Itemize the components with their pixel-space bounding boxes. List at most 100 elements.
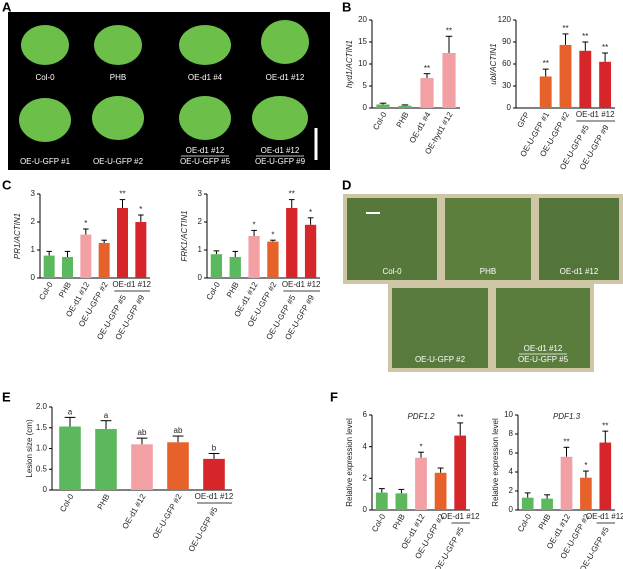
x-tick-label: PHB xyxy=(57,281,73,300)
bar xyxy=(304,224,317,278)
bar xyxy=(267,241,279,278)
significance: * xyxy=(253,221,256,230)
bar xyxy=(131,444,153,490)
photo-caption: OE-U-GFP #2 xyxy=(415,355,466,364)
y-tick-label: 20 xyxy=(358,15,367,24)
photo-caption: OE-d1 #12 xyxy=(186,146,225,155)
photo-caption: OE-d1 #4 xyxy=(188,73,223,82)
chart-title: PDF1.2 xyxy=(407,412,435,421)
bar xyxy=(95,428,117,490)
significance: ab xyxy=(138,428,147,437)
y-tick-label: 0 xyxy=(363,103,368,112)
y-tick-label: 5 xyxy=(363,81,368,90)
group-label: OE-d1 #12 xyxy=(112,280,151,289)
y-tick-label: 10 xyxy=(504,410,513,419)
significance: * xyxy=(584,461,587,470)
bar xyxy=(454,435,467,510)
significance: b xyxy=(212,444,217,453)
y-tick-label: 1 xyxy=(31,245,36,254)
x-tick-label: Col-0 xyxy=(37,280,55,302)
panel-label: B xyxy=(342,0,351,14)
y-tick-label: 0 xyxy=(363,505,368,514)
panel-label: C xyxy=(2,177,12,192)
y-tick-label: 4 xyxy=(363,442,368,451)
panel-label: E xyxy=(2,389,11,404)
x-tick-label: PHB xyxy=(391,513,407,532)
y-tick-label: 2 xyxy=(198,217,203,226)
y-axis-label: Relative expression level xyxy=(345,418,354,507)
y-tick-label: 120 xyxy=(498,15,512,24)
significance: ** xyxy=(582,32,588,41)
bar xyxy=(229,257,241,278)
x-tick-label: Col-0 xyxy=(371,110,389,132)
bar xyxy=(210,254,223,278)
significance: ** xyxy=(424,64,430,73)
panel-label: A xyxy=(2,0,12,14)
photo-caption: OE-d1 #12 xyxy=(261,146,300,155)
significance: ** xyxy=(289,190,295,199)
y-tick-label: 6 xyxy=(509,448,514,457)
significance: a xyxy=(68,407,73,416)
y-tick-label: 3 xyxy=(198,189,203,198)
photo-caption: OE-d1 #12 xyxy=(560,267,599,276)
photo-caption: OE-U-GFP #5 xyxy=(518,355,569,364)
x-tick-label: OE-U-GFP #5 xyxy=(433,525,466,569)
panel-label: F xyxy=(330,389,338,404)
y-tick-label: 6 xyxy=(363,410,368,419)
y-tick-label: 3 xyxy=(31,189,36,198)
bar xyxy=(98,243,110,278)
photo-caption: PHB xyxy=(480,267,496,276)
x-tick-label: OE-U-GFP #2 xyxy=(151,492,184,540)
bar xyxy=(59,426,81,490)
photo-d xyxy=(343,194,623,372)
bar xyxy=(286,208,298,278)
y-axis-label: Relative expression level xyxy=(491,418,500,507)
bar xyxy=(62,257,73,278)
x-tick-label: OE-d1 #12 xyxy=(120,492,147,530)
bar xyxy=(559,44,572,108)
bar xyxy=(599,442,612,510)
x-tick-label: Col-0 xyxy=(370,512,388,534)
x-tick-label: Col-0 xyxy=(205,280,223,302)
x-tick-label: PHB xyxy=(96,493,112,512)
bar xyxy=(580,477,592,510)
significance: ** xyxy=(602,421,608,430)
bar xyxy=(203,458,225,490)
y-tick-label: 1.5 xyxy=(36,423,48,432)
bar xyxy=(579,50,592,108)
bar xyxy=(395,493,408,510)
bar xyxy=(434,472,447,510)
photo-caption: PHB xyxy=(110,73,126,82)
bar xyxy=(599,61,612,108)
bar xyxy=(135,222,147,278)
x-tick-label: PHB xyxy=(225,281,241,300)
y-tick-label: 0.5 xyxy=(36,464,48,473)
x-tick-label: Col-0 xyxy=(516,512,534,534)
bar xyxy=(560,456,573,510)
y-axis-label: Lesion size (cm) xyxy=(25,419,34,478)
bar xyxy=(539,76,552,108)
photo-caption: OE-d1 #12 xyxy=(524,344,563,353)
y-axis-label: PR1/ACTIN1 xyxy=(13,213,22,259)
significance: * xyxy=(419,442,422,451)
group-label: OE-d1 #12 xyxy=(282,280,321,289)
photo-caption: OE-d1 #12 xyxy=(266,73,305,82)
significance: ** xyxy=(563,437,569,446)
bar xyxy=(420,78,434,108)
x-tick-label: Col-0 xyxy=(58,492,76,514)
group-label: OE-d1 #12 xyxy=(195,492,234,501)
significance: ** xyxy=(457,413,463,422)
significance: ** xyxy=(562,24,568,33)
significance: * xyxy=(139,205,142,214)
panel-label: D xyxy=(342,177,351,192)
plants xyxy=(19,20,309,142)
y-tick-label: 0 xyxy=(198,273,203,282)
significance: ** xyxy=(119,190,125,199)
bar xyxy=(442,53,456,108)
photo-caption: OE-U-GFP #1 xyxy=(20,157,71,166)
y-tick-label: 10 xyxy=(358,59,367,68)
x-tick-label: PHB xyxy=(395,111,411,130)
significance: ** xyxy=(602,43,608,52)
